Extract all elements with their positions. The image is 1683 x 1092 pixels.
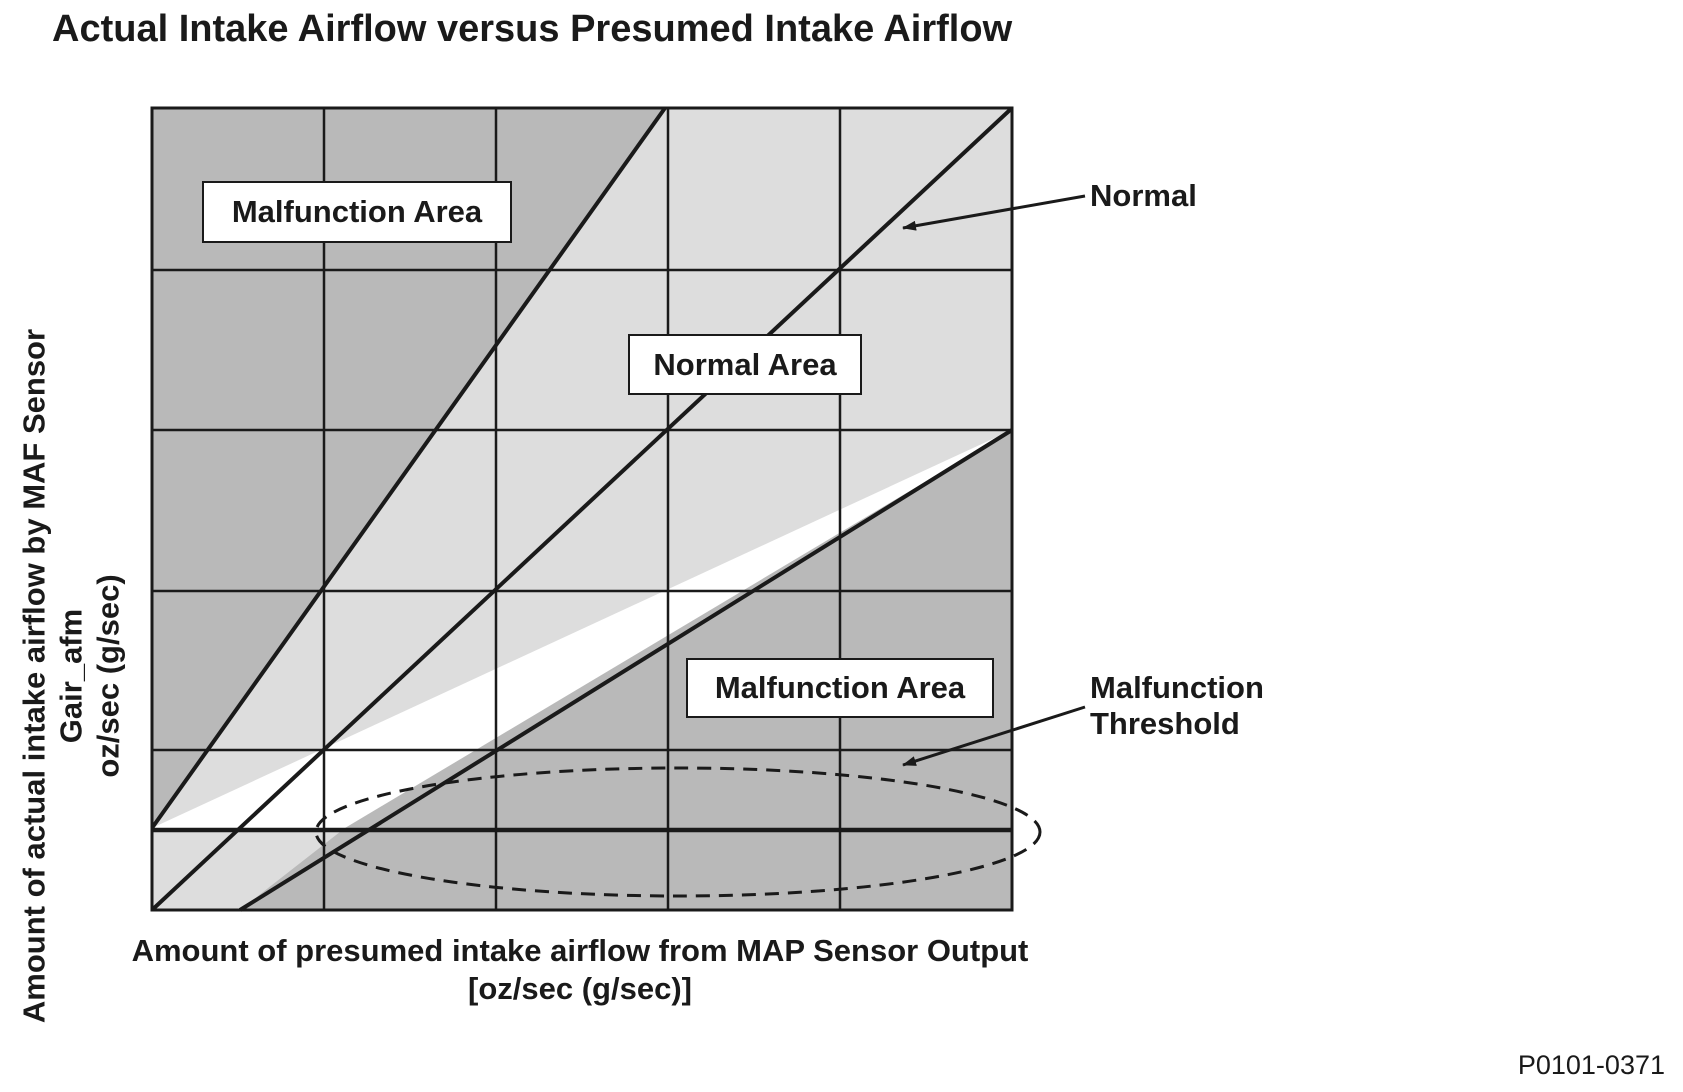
y-axis-label-line3: oz/sec (g/sec) bbox=[90, 574, 126, 778]
threshold-band-normal-wedge bbox=[152, 828, 345, 910]
threshold-callout-line1: Malfunction bbox=[1090, 670, 1264, 705]
x-axis-label: Amount of presumed intake airflow from M… bbox=[80, 932, 1080, 1008]
normal-callout-arrow bbox=[902, 194, 1086, 231]
threshold-callout-line2: Threshold bbox=[1090, 706, 1240, 741]
plot-frame bbox=[150, 106, 1014, 912]
normal-area-label: Normal Area bbox=[628, 334, 862, 395]
normal-region bbox=[152, 108, 1012, 828]
normal-callout-label: Normal bbox=[1090, 178, 1197, 214]
y-axis-label-line2: Gair_afm bbox=[53, 608, 89, 744]
normal-line bbox=[150, 106, 1014, 912]
lower-malfunction-region bbox=[345, 430, 1012, 828]
figure-code: P0101-0371 bbox=[1517, 1050, 1665, 1080]
y-axis-label: Amount of actual intake airflow by MAF S… bbox=[16, 296, 127, 1056]
x-axis-label-line2: [oz/sec (g/sec)] bbox=[468, 971, 692, 1006]
threshold-callout-label: Malfunction Threshold bbox=[1090, 670, 1264, 742]
upper-malfunction-area-label: Malfunction Area bbox=[202, 181, 512, 243]
y-axis-label-line1: Amount of actual intake airflow by MAF S… bbox=[16, 328, 52, 1024]
upper-boundary-line bbox=[150, 106, 667, 830]
chart-title: Actual Intake Airflow versus Presumed In… bbox=[52, 8, 1013, 50]
normal-callout-text: Normal bbox=[1090, 178, 1197, 213]
x-axis-label-line1: Amount of presumed intake airflow from M… bbox=[131, 933, 1029, 968]
threshold-callout-arrow bbox=[902, 705, 1086, 767]
lower-malfunction-area-label: Malfunction Area bbox=[686, 658, 994, 718]
threshold-ellipse bbox=[314, 766, 1042, 898]
